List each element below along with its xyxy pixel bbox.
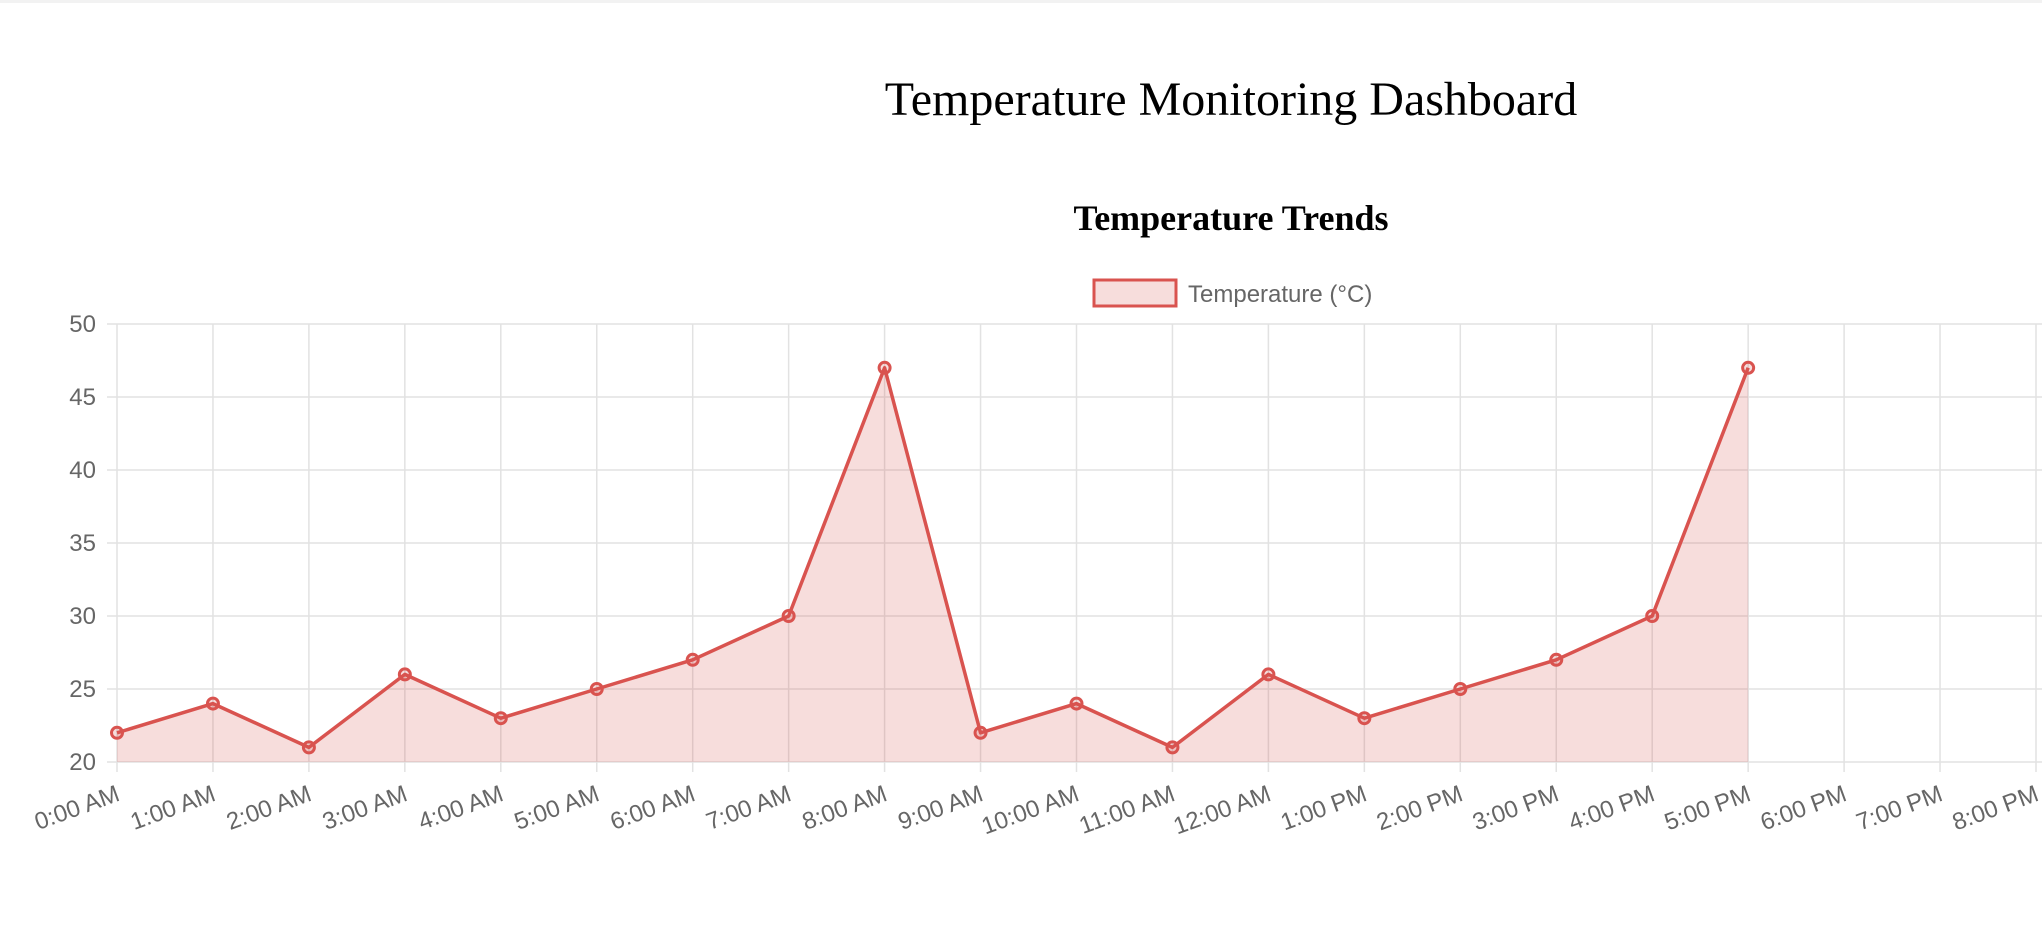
data-point-0[interactable]: [110, 725, 124, 740]
x-tick-label-18: 6:00 PM: [1757, 780, 1850, 836]
data-point-15[interactable]: [1549, 652, 1564, 667]
x-tick-label-3: 3:00 AM: [319, 780, 411, 835]
x-tick-label-17: 5:00 PM: [1661, 780, 1754, 836]
y-tick-label-4: 40: [69, 457, 96, 484]
x-axis-ticks: 0:00 AM 1:00 AM 2:00 AM 3:00 AM 4:00 AM 5:00 …: [31, 780, 2042, 840]
x-tick-label-11: 11:00 AM: [1076, 780, 1179, 839]
top-border: [0, 0, 2042, 3]
x-tick-label-7: 7:00 AM: [703, 780, 795, 835]
y-tick-label-5: 45: [69, 384, 96, 411]
chart-title: Temperature Trends: [1073, 198, 1388, 238]
x-tick-label-4: 4:00 AM: [415, 780, 507, 835]
y-tick-label-3: 35: [69, 530, 96, 557]
x-tick-label-19: 7:00 PM: [1853, 780, 1946, 836]
x-tick-label-9: 9:00 AM: [895, 780, 987, 835]
data-point-16[interactable]: [1645, 609, 1660, 623]
x-tick-label-8: 8:00 AM: [799, 780, 891, 835]
grid: [107, 323, 2042, 772]
data-point-11[interactable]: [1165, 740, 1180, 755]
series-line: [116, 366, 1750, 750]
x-tick-label-5: 5:00 AM: [511, 780, 603, 835]
points-layer: [110, 360, 1756, 755]
x-tick-label-2: 2:00 AM: [223, 780, 315, 835]
line-layer: [116, 366, 1750, 750]
data-point-4[interactable]: [493, 711, 508, 726]
x-tick-label-13: 1:00 PM: [1277, 780, 1370, 836]
x-tick-label-1: 1:00 AM: [127, 780, 219, 835]
data-point-1[interactable]: [205, 696, 220, 711]
data-point-8[interactable]: [877, 360, 892, 375]
data-point-7[interactable]: [781, 609, 796, 623]
x-tick-label-16: 4:00 PM: [1565, 780, 1658, 836]
x-tick-label-12: 12:00 AM: [1170, 780, 1275, 840]
data-point-9[interactable]: [973, 725, 988, 740]
x-tick-label-15: 3:00 PM: [1469, 780, 1562, 836]
data-point-5[interactable]: [589, 682, 604, 696]
area-layer: [117, 367, 1749, 762]
page-title: Temperature Monitoring Dashboard: [884, 73, 1578, 126]
legend[interactable]: Temperature (°C): [1092, 278, 1372, 308]
data-point-3[interactable]: [397, 667, 412, 682]
y-tick-label-2: 30: [69, 603, 96, 630]
x-tick-label-14: 2:00 PM: [1373, 780, 1466, 836]
x-tick-label-0: 0:00 AM: [31, 780, 123, 835]
legend-swatch: [1092, 278, 1178, 308]
y-tick-label-6: 50: [69, 311, 96, 338]
data-point-14[interactable]: [1453, 682, 1468, 696]
x-tick-label-20: 8:00 PM: [1949, 780, 2042, 836]
x-tick-label-6: 6:00 AM: [607, 780, 699, 835]
data-point-10[interactable]: [1069, 696, 1084, 711]
data-point-13[interactable]: [1357, 711, 1372, 726]
y-tick-label-1: 25: [69, 676, 96, 703]
data-point-2[interactable]: [301, 740, 316, 755]
y-axis-ticks: 20 25 30 35 40 45 50: [69, 311, 96, 776]
data-point-6[interactable]: [685, 652, 700, 667]
data-point-17[interactable]: [1741, 360, 1756, 375]
data-point-12[interactable]: [1261, 667, 1276, 682]
x-tick-label-10: 10:00 AM: [978, 780, 1083, 840]
area-fill: [117, 367, 1749, 762]
y-tick-label-0: 20: [69, 749, 96, 776]
legend-label: Temperature (°C): [1188, 281, 1372, 308]
